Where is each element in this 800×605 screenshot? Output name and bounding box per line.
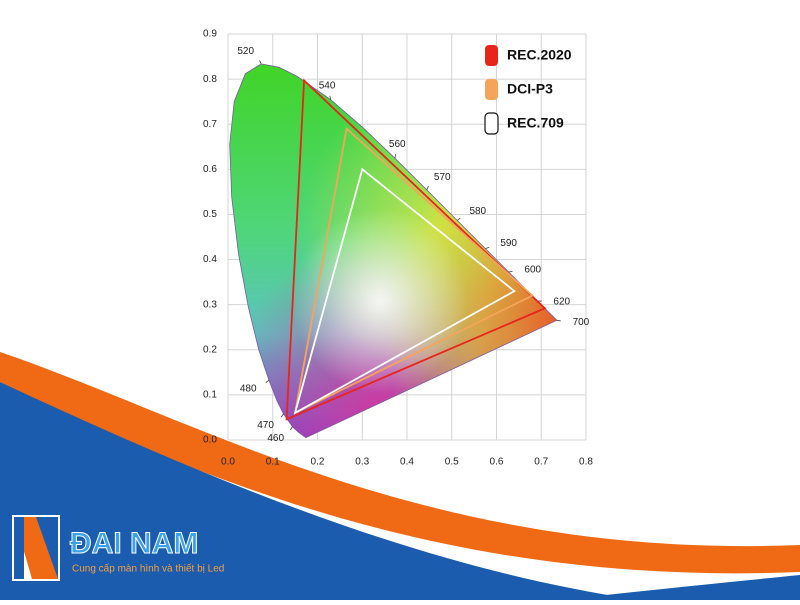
wavelength-label: 600 [524, 265, 541, 276]
wavelength-tick [427, 186, 429, 190]
wavelength-label: 570 [434, 172, 451, 183]
legend-label: REC.2020 [507, 47, 572, 63]
wavelength-label: 590 [500, 238, 517, 249]
y-tick-label: 0.4 [203, 254, 217, 265]
y-tick-label: 0.2 [203, 344, 217, 355]
brand-name: ĐAI NAM [70, 527, 198, 560]
x-tick-label: 0.6 [490, 457, 504, 468]
wavelength-tick [290, 427, 292, 430]
legend-swatch [485, 45, 498, 66]
wavelength-tick [281, 414, 283, 417]
x-tick-label: 0.1 [266, 457, 280, 468]
wavelength-tick [485, 247, 489, 248]
x-tick-label: 0.5 [445, 457, 459, 468]
locus-fill [200, 40, 600, 460]
wavelength-tick [266, 380, 269, 383]
y-tick-label: 0.3 [203, 299, 217, 310]
wavelength-tick [509, 271, 513, 272]
x-tick-label: 0.0 [221, 457, 235, 468]
y-tick-label: 0.6 [203, 164, 217, 175]
wavelength-tick [395, 154, 396, 158]
wavelength-tick [557, 320, 561, 321]
y-tick-label: 0.7 [203, 119, 217, 130]
wavelength-label: 540 [319, 81, 336, 92]
x-tick-label: 0.3 [355, 457, 369, 468]
y-tick-label: 0.9 [203, 29, 217, 40]
wavelength-label: 620 [553, 296, 570, 307]
wavelength-label: 480 [240, 384, 257, 395]
brand-tagline: Cung cấp màn hình và thiết bị Led [72, 563, 224, 575]
blue-band-right [560, 575, 800, 600]
legend-swatch [485, 113, 498, 134]
wavelength-tick [457, 218, 460, 221]
wavelength-label: 520 [237, 46, 254, 57]
x-tick-label: 0.8 [579, 457, 593, 468]
x-tick-label: 0.2 [311, 457, 325, 468]
legend-label: REC.709 [507, 115, 564, 131]
wavelength-tick [259, 60, 261, 64]
wavelength-label: 580 [469, 206, 486, 217]
wavelength-label: 700 [573, 317, 590, 328]
wavelength-label: 470 [257, 420, 274, 431]
legend-label: DCI-P3 [507, 81, 553, 97]
wavelength-label: 560 [389, 139, 406, 150]
y-tick-label: 0.5 [203, 209, 217, 220]
x-tick-label: 0.4 [400, 457, 414, 468]
x-tick-label: 0.7 [534, 457, 548, 468]
legend-swatch [485, 79, 498, 100]
y-tick-label: 0.8 [203, 74, 217, 85]
y-tick-label: 0.1 [203, 390, 217, 401]
y-tick-label: 0.0 [203, 435, 217, 446]
wavelength-label: 460 [267, 433, 284, 444]
